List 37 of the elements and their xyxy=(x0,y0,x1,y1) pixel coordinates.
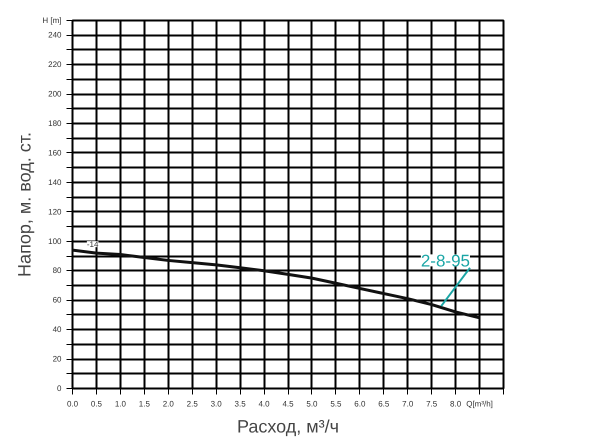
y-tick-label: 220 xyxy=(48,60,62,70)
x-tick-label: 1.0 xyxy=(114,400,126,408)
x-tick-label: 8.0 xyxy=(450,400,462,408)
y-tick-label: 40 xyxy=(52,325,62,334)
x-tick-label: 2.5 xyxy=(186,400,198,408)
x-tick-label: 5.0 xyxy=(306,400,318,408)
x-tick-label: 1.5 xyxy=(138,400,150,408)
line-series xyxy=(72,248,482,320)
y-axis-title: Напор, м. вод. ст. xyxy=(14,132,34,277)
y-tick-label: 0 xyxy=(57,384,62,393)
x-tick-label: 0.5 xyxy=(90,400,103,408)
y-tick-label: 160 xyxy=(48,148,62,158)
x-tick-label: 5.5 xyxy=(330,400,342,408)
x-tick-label: 6.5 xyxy=(378,400,390,408)
y-tick-label: 140 xyxy=(48,178,62,187)
x-tick-label: 0.0 xyxy=(66,400,79,408)
x-tick-label: 4.0 xyxy=(258,400,270,408)
x-axis-title: Расход, м³/ч xyxy=(236,416,340,436)
y-tick-label: 20 xyxy=(52,354,62,364)
x-tick-label: 2.0 xyxy=(162,400,174,408)
y-tick-label: 240 xyxy=(48,30,62,40)
x-tick-label: 7.0 xyxy=(402,400,414,408)
y-tick-label: 180 xyxy=(48,119,62,128)
x-tick-label: 7.5 xyxy=(426,400,438,408)
x-tick-label: 4.5 xyxy=(282,400,294,408)
x-tick-label: Q[m³/h] xyxy=(466,400,493,408)
y-tick-label: 120 xyxy=(48,207,62,216)
y-tick-label: 200 xyxy=(48,90,62,99)
y-tick-label: 100 xyxy=(48,236,62,246)
y-tick-label: H [m] xyxy=(42,16,62,25)
x-tick-label: 6.0 xyxy=(354,400,366,408)
y-tick-label: 80 xyxy=(52,266,62,276)
x-tick-label: 3.5 xyxy=(234,400,246,408)
y-tick-label: 60 xyxy=(52,296,62,305)
annotation: -14 xyxy=(86,240,99,250)
annotation: 2-8-95 xyxy=(420,251,470,270)
x-tick-label: 3.0 xyxy=(210,400,222,408)
